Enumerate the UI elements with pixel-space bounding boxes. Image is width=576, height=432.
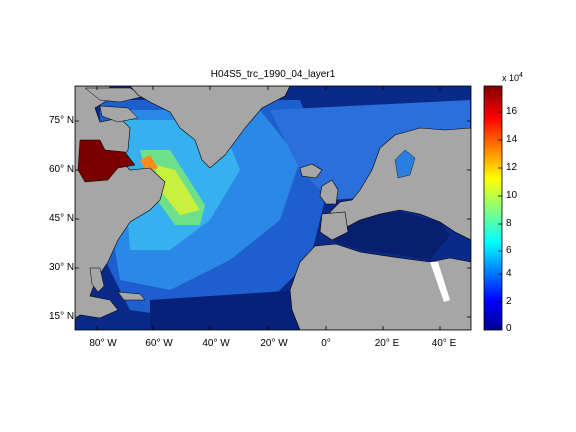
plot-title: H04S5_trc_1990_04_layer1 <box>210 69 336 80</box>
lat-tick-label: 30° N <box>49 262 75 273</box>
iberia-landmass <box>319 211 349 241</box>
lon-tick-label: 60° W <box>145 338 173 349</box>
colorbar-tick-label: 8 <box>506 218 512 229</box>
red-sea <box>430 262 450 302</box>
baltic-sea <box>394 149 416 179</box>
tracer-hotspot <box>140 155 158 172</box>
colorbar-tick-label: 14 <box>506 134 518 145</box>
hudson-bay-region <box>77 139 136 183</box>
axes-frame <box>74 85 472 331</box>
lat-tick-label: 15° N <box>49 311 75 322</box>
colorbar-tick-label: 0 <box>506 323 512 334</box>
caribbean-islands <box>117 291 146 301</box>
colorbar-tick-label: 16 <box>506 106 518 117</box>
lon-tick-label: 80° W <box>89 338 117 349</box>
lat-tick-label: 60° N <box>49 164 75 175</box>
arctic-islands <box>84 87 146 103</box>
lon-tick-label: 40° W <box>202 338 230 349</box>
map-layer <box>75 86 471 330</box>
colorbar-multiplier-base: x 10 <box>502 73 520 83</box>
colorbar-multiplier-exponent: 4 <box>519 72 523 79</box>
british-isles <box>319 179 339 205</box>
colorbar-tick-label: 2 <box>506 296 512 307</box>
tick-marks <box>75 86 471 330</box>
africa-landmass <box>289 243 471 330</box>
tracer-field-south <box>150 290 300 330</box>
florida-peninsula <box>89 267 105 293</box>
colorbar-tick-label: 6 <box>506 245 512 256</box>
lon-tick-label: 0° <box>321 338 331 349</box>
mediterranean-sea <box>330 212 450 260</box>
colorbar-tick-label: 4 <box>506 268 512 279</box>
greenland-landmass <box>129 86 291 169</box>
baffin-island <box>99 105 139 123</box>
colorbar-gradient <box>483 85 503 331</box>
lon-tick-label: 20° W <box>260 338 288 349</box>
tracer-plume-core <box>155 165 200 215</box>
lon-tick-label: 40° E <box>431 338 457 349</box>
lat-tick-label: 45° N <box>49 213 75 224</box>
lon-tick-label: 20° E <box>374 338 400 349</box>
lat-tick-label: 75° N <box>49 115 75 126</box>
colorbar-tick-label: 12 <box>506 162 518 173</box>
colorbar-multiplier: x 104 <box>502 72 523 83</box>
iceland-landmass <box>299 163 323 179</box>
colorbar-tick-marks <box>498 111 502 303</box>
colorbar-tick-label: 10 <box>506 190 518 201</box>
